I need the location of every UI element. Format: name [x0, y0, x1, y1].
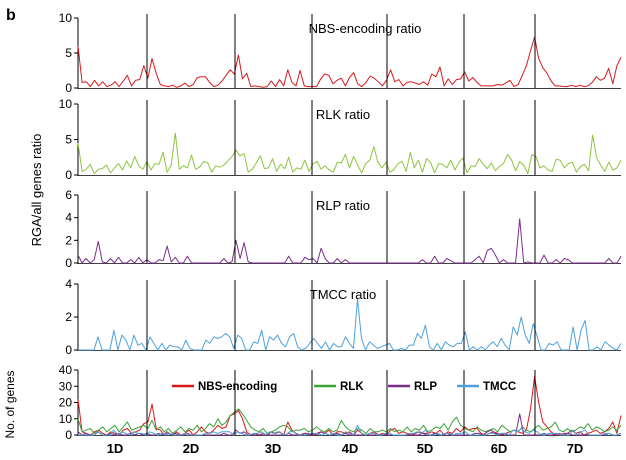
y-tick-label: 2	[65, 310, 72, 324]
chromosome-label: 7D	[567, 441, 584, 456]
y-tick-label: 4	[65, 277, 72, 291]
y-tick-label: 20	[59, 396, 73, 410]
y-tick-label: 0	[65, 168, 72, 182]
y-tick-label: 5	[65, 133, 72, 147]
chromosome-label: 6D	[491, 441, 508, 456]
y-tick-label: 5	[65, 46, 72, 60]
legend-label: NBS-encoding	[198, 381, 277, 393]
y-tick-label: 6	[65, 188, 72, 202]
y-tick-label: 10	[59, 97, 73, 111]
panel-title: TMCC ratio	[310, 287, 376, 302]
y-tick-label: 0	[65, 256, 72, 270]
legend-item-rlk: RLK	[314, 381, 364, 393]
chromosome-label: 5D	[417, 441, 434, 456]
series-line-4	[78, 424, 622, 436]
chromosome-label: 1D	[107, 441, 124, 456]
panel-title: RLP ratio	[316, 198, 370, 213]
chromosome-label: 3D	[265, 441, 282, 456]
legend-label: RLK	[340, 381, 364, 393]
legend-label: TMCC	[483, 381, 516, 393]
y-tick-label: 30	[59, 379, 73, 393]
y-tick-label: 40	[59, 363, 73, 377]
series-line-1	[77, 218, 622, 264]
y-tick-label: 0	[65, 81, 72, 95]
chart-panel-5: 40 30 20 10 0 No. of genes NBS-encoding RLK RLP T…	[3, 363, 622, 456]
legend-item-nbs-encoding: NBS-encoding	[172, 381, 277, 393]
chart-panel-3: 6 4 2 0 RLP ratio	[65, 188, 622, 270]
series-line-1	[77, 132, 622, 175]
legend-label: RLP	[414, 381, 437, 393]
legend-item-tmcc: TMCC	[457, 381, 516, 393]
y-tick-label: 2	[65, 233, 72, 247]
chromosome-label: 4D	[342, 441, 359, 456]
y-tick-label: 0	[65, 343, 72, 357]
panel-letter: b	[6, 7, 16, 24]
series-line-1	[78, 298, 622, 351]
y-axis-label: RGA/all genes ratio	[29, 134, 44, 247]
panel-title: RLK ratio	[316, 107, 370, 122]
y-tick-label: 0	[65, 428, 72, 442]
series-line-1	[77, 36, 622, 88]
chart-panel-2: 10 5 0 RLK ratio	[59, 97, 622, 182]
y-tick-label: 10	[59, 11, 73, 25]
legend-item-rlp: RLP	[388, 381, 437, 393]
panel-title: NBS-encoding ratio	[309, 21, 422, 36]
series-line-3	[77, 413, 622, 436]
chart-panel-4: 4 2 0 TMCC ratio	[65, 277, 622, 357]
bottom-y-axis-label: No. of genes	[3, 370, 17, 438]
y-tick-label: 4	[65, 211, 72, 225]
chromosome-label: 2D	[183, 441, 200, 456]
y-tick-label: 10	[59, 412, 73, 426]
chart-panel-1: 10 5 0 NBS-encoding ratio	[59, 11, 622, 95]
